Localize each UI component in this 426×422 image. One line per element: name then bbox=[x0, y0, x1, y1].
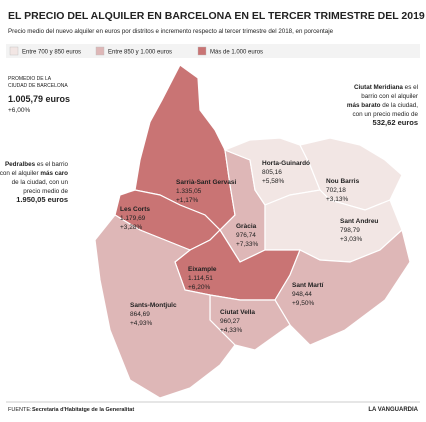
average-label: CIUDAD DE BARCELONA bbox=[8, 83, 68, 89]
note-segment: precio medio de bbox=[23, 188, 68, 195]
note-line: más barato de la ciudad, bbox=[347, 102, 418, 109]
district-change: +6,20% bbox=[188, 284, 210, 291]
district-price: 960,27 bbox=[220, 318, 240, 325]
average-value: 1.005,79 euros bbox=[8, 94, 70, 104]
district-change: +9,50% bbox=[292, 300, 314, 307]
note-segment: es el bbox=[403, 84, 418, 91]
note-line: con un precio medio de bbox=[353, 111, 419, 118]
legend-swatch bbox=[9, 46, 19, 56]
district-name: Sant Martí bbox=[292, 282, 324, 289]
legend-swatch bbox=[95, 46, 105, 56]
district-name: Sant Andreu bbox=[340, 218, 378, 225]
district-change: +4,93% bbox=[130, 320, 152, 327]
district-name: Horta-Guinardó bbox=[262, 160, 310, 167]
district-change: +3,13% bbox=[326, 196, 348, 203]
average-label: PROMEDIO DE LA bbox=[8, 76, 52, 82]
note-segment: 532,62 euros bbox=[373, 118, 418, 127]
note-segment: es el barrio bbox=[35, 161, 68, 168]
district-price: 702,18 bbox=[326, 187, 346, 194]
title: EL PRECIO DEL ALQUILER EN BARCELONA EN E… bbox=[8, 10, 425, 22]
district-name: Sarrià-Sant Gervasi bbox=[176, 179, 237, 186]
legend-swatch bbox=[197, 46, 207, 56]
district-price: 805,16 bbox=[262, 169, 282, 176]
district-price: 1.335,05 bbox=[176, 188, 202, 195]
map: Sarrià-Sant Gervasi 1.335,05 +1,17% Les Cor… bbox=[94, 64, 411, 399]
note-segment: de la ciudad, con un bbox=[12, 179, 69, 186]
legend-label: Entre 850 y 1.000 euros bbox=[108, 50, 172, 56]
district-price: 1.114,51 bbox=[188, 275, 213, 282]
note-line: 1.950,05 euros bbox=[16, 195, 68, 204]
district-price: 1.179,69 bbox=[120, 215, 146, 222]
note-segment: más caro bbox=[40, 170, 68, 177]
district-name: Gràcia bbox=[236, 223, 257, 230]
district-name: Ciutat Vella bbox=[220, 309, 255, 316]
legend-background bbox=[6, 44, 420, 58]
district-name: Eixample bbox=[188, 266, 217, 273]
note-segment: de la ciudad, bbox=[381, 102, 419, 109]
district-change: +1,17% bbox=[176, 197, 198, 204]
district-price: 798,79 bbox=[340, 227, 360, 234]
subtitle: Precio medio del nuevo alquiler en euros… bbox=[8, 28, 334, 35]
note-line: 532,62 euros bbox=[373, 118, 418, 127]
legend-label: Entre 700 y 850 euros bbox=[22, 50, 81, 56]
legend-label: Más de 1.000 euros bbox=[210, 50, 263, 56]
district-change: +7,33% bbox=[236, 241, 258, 248]
note-segment: con un precio medio de bbox=[353, 111, 419, 118]
note-segment: con el alquiler bbox=[0, 170, 40, 177]
note-line: Pedralbes es el barrio bbox=[5, 161, 69, 168]
district-name: Sants-Montjuïc bbox=[130, 302, 177, 309]
note-line: barrio con el alquiler bbox=[361, 93, 418, 100]
note-segment: Pedralbes bbox=[5, 161, 36, 168]
district-price: 864,69 bbox=[130, 311, 150, 318]
district-change: +3,03% bbox=[340, 236, 362, 243]
note-line: con el alquiler más caro bbox=[0, 170, 68, 177]
note-segment: Ciutat Meridiana bbox=[354, 84, 403, 91]
district bbox=[94, 214, 236, 399]
district-name: Les Corts bbox=[120, 206, 150, 213]
note-line: de la ciudad, con un bbox=[12, 179, 69, 186]
note-segment: barrio con el alquiler bbox=[361, 93, 418, 100]
average-change: +6,00% bbox=[8, 107, 30, 114]
source-label: FUENTE: bbox=[8, 407, 32, 413]
note-segment: 1.950,05 euros bbox=[16, 195, 68, 204]
note-segment: más barato bbox=[347, 102, 381, 109]
source: Secretaria d'Habitatge de la Generalitat bbox=[32, 407, 134, 413]
note-line: Ciutat Meridiana es el bbox=[354, 84, 418, 91]
note-line: precio medio de bbox=[23, 188, 68, 195]
district-change: +5,58% bbox=[262, 178, 284, 185]
brand: LA VANGUARDIA bbox=[368, 407, 418, 413]
district-name: Nou Barris bbox=[326, 178, 360, 185]
district-change: +4,33% bbox=[220, 327, 242, 334]
district-change: +3,28% bbox=[120, 224, 142, 231]
district-price: 976,74 bbox=[236, 232, 256, 239]
district-price: 948,44 bbox=[292, 291, 312, 298]
